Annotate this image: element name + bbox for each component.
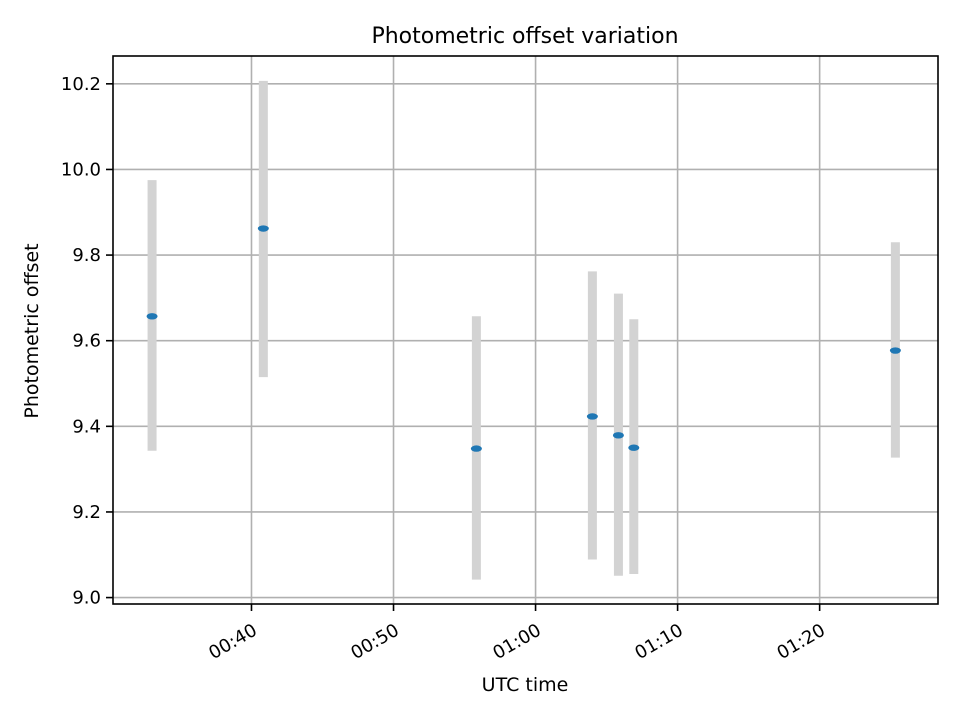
x-tick-label: 01:00 xyxy=(489,620,544,664)
data-point xyxy=(257,225,269,232)
data-point xyxy=(612,432,624,439)
y-tick-label: 9.0 xyxy=(72,588,101,609)
x-tick-label: 01:20 xyxy=(773,620,828,664)
y-tick-label: 9.8 xyxy=(72,245,101,266)
grid-lines xyxy=(113,56,938,604)
y-axis-label: Photometric offset xyxy=(21,243,43,418)
chart-title: Photometric offset variation xyxy=(371,24,678,49)
y-tick-label: 10.2 xyxy=(61,74,101,95)
axis-ticks: 00:40 00:50 01:00 01:10 01:20 9.0 9.2 9.4 9.6 9.8… xyxy=(61,74,829,664)
data-point xyxy=(628,444,640,451)
data-point xyxy=(470,445,482,452)
data-points xyxy=(146,80,901,580)
x-tick-label: 00:50 xyxy=(347,620,402,664)
y-tick-label: 10.0 xyxy=(61,159,101,180)
y-tick-label: 9.2 xyxy=(72,502,101,523)
x-axis-label: UTC time xyxy=(482,674,569,696)
y-tick-label: 9.4 xyxy=(72,416,101,437)
data-point xyxy=(889,347,901,354)
x-tick-label: 01:10 xyxy=(631,620,686,664)
data-point xyxy=(146,313,158,320)
x-tick-label: 00:40 xyxy=(205,620,260,664)
data-point xyxy=(586,413,598,420)
plot-frame xyxy=(112,55,939,605)
y-tick-label: 9.6 xyxy=(72,331,101,352)
